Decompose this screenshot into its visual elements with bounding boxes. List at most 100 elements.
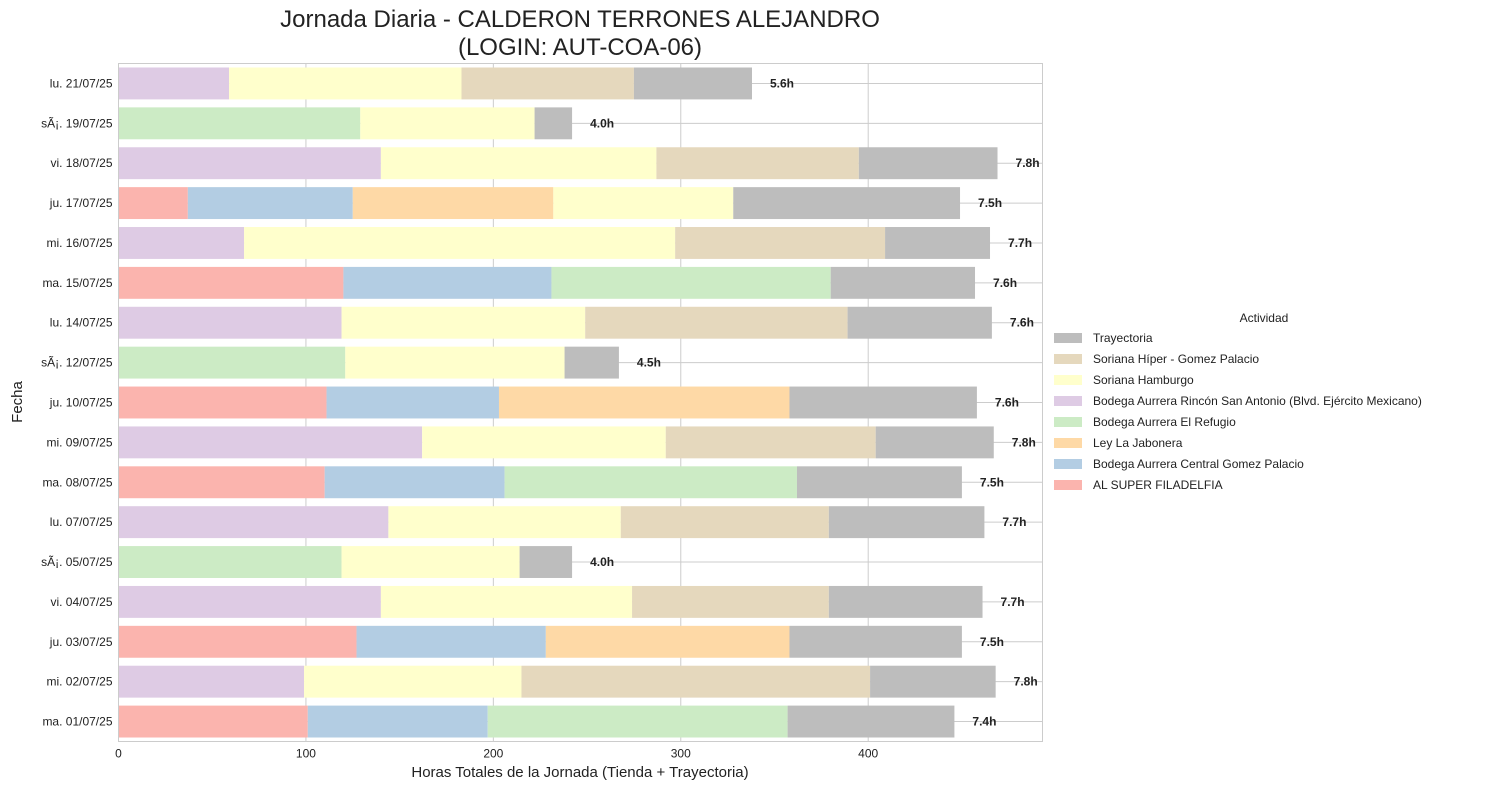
bar-total-label: 7.7h	[1001, 595, 1025, 609]
bar-total-label: 7.6h	[993, 276, 1017, 290]
bar-segment	[118, 227, 245, 259]
bar-segment	[422, 426, 666, 459]
bar-segment	[343, 266, 552, 299]
bar-segment	[307, 705, 488, 738]
bar-total-label: 7.5h	[980, 475, 1004, 489]
y-tick-label: lu. 14/07/25	[50, 316, 113, 330]
bar-segment	[787, 705, 955, 738]
bar-total-label: 7.5h	[978, 196, 1002, 210]
x-axis-label: Horas Totales de la Jornada (Tienda + Tr…	[411, 764, 748, 781]
bar-segment	[118, 625, 357, 658]
legend-item: Bodega Aurrera Central Gomez Palacio	[1054, 457, 1304, 471]
legend-item: Soriana Híper - Gomez Palacio	[1054, 352, 1259, 366]
bar-segment	[341, 306, 586, 339]
bar-segment	[360, 107, 535, 140]
bar-total-label: 4.0h	[590, 116, 614, 130]
bar-segment	[244, 227, 676, 259]
y-tick-label: lu. 21/07/25	[50, 76, 113, 90]
bar-segment	[229, 67, 462, 100]
bar-segment	[656, 147, 859, 180]
bar-segment	[828, 585, 983, 618]
bar-total-label: 7.7h	[1002, 515, 1026, 529]
legend-label: AL SUPER FILADELFIA	[1093, 478, 1223, 492]
y-tick-label: vi. 18/07/25	[50, 156, 112, 170]
bar-segment	[733, 187, 961, 220]
bar-segment	[885, 227, 991, 259]
legend-label: Ley La Jabonera	[1093, 436, 1183, 450]
y-tick-label: mi. 02/07/25	[46, 675, 112, 689]
bar-segment	[118, 306, 342, 339]
legend-label: Bodega Aurrera Rincón San Antonio (Blvd.…	[1093, 394, 1422, 408]
bar-segment	[380, 585, 633, 618]
bar-segment	[498, 386, 790, 419]
legend-label: Soriana Hamburgo	[1093, 373, 1194, 387]
bar-segment	[118, 665, 305, 698]
legend-swatch	[1054, 396, 1082, 406]
x-tick-label: 0	[115, 747, 122, 761]
bar-total-label: 7.6h	[995, 396, 1019, 410]
legend-label: Bodega Aurrera El Refugio	[1093, 415, 1236, 429]
legend-title: Actividad	[1240, 311, 1289, 325]
legend-item: Bodega Aurrera El Refugio	[1054, 415, 1236, 429]
bar-segment	[324, 466, 505, 499]
bar-total-label: 7.8h	[1014, 675, 1038, 689]
bar-segment	[187, 187, 353, 220]
bar-segment	[118, 506, 389, 539]
y-tick-label: sÃ¡. 05/07/25	[41, 555, 113, 569]
y-tick-label: vi. 04/07/25	[50, 595, 112, 609]
bar-segment	[118, 585, 381, 618]
y-tick-labels: lu. 21/07/25 sÃ¡. 19/07/25 vi. 18/07/25 ju.…	[41, 76, 113, 728]
bar-segment	[545, 625, 790, 658]
x-tick-label: 400	[858, 747, 878, 761]
legend-swatch	[1054, 375, 1082, 385]
bar-segment	[304, 665, 522, 698]
x-tick-labels: 0 100 200 300 400	[115, 747, 878, 761]
bar-segment	[118, 67, 230, 100]
bar-segment	[504, 466, 797, 499]
y-tick-label: ju. 10/07/25	[49, 396, 113, 410]
bar-segment	[789, 386, 977, 419]
bar-segment	[118, 346, 346, 379]
y-tick-label: ju. 03/07/25	[49, 635, 113, 649]
bar-segment	[828, 506, 985, 539]
bar-segment	[519, 546, 573, 578]
bar-segment	[345, 346, 565, 379]
legend-label: Trayectoria	[1093, 331, 1153, 345]
bar-segment	[118, 187, 188, 220]
plot-frame	[118, 63, 1043, 742]
bar-total-label: 7.8h	[1012, 435, 1036, 449]
bar-segment	[875, 426, 994, 459]
y-tick-label: mi. 16/07/25	[46, 236, 112, 250]
chart-title-line2: (LOGIN: AUT-COA-06)	[458, 34, 702, 61]
bar-segment	[341, 546, 520, 578]
bar-segment	[487, 705, 788, 738]
legend-swatch	[1054, 354, 1082, 364]
bar-segment	[380, 147, 657, 180]
x-tick-label: 200	[483, 747, 503, 761]
bar-segment	[633, 67, 752, 100]
bar-segment	[847, 306, 992, 339]
bar-segment	[620, 506, 829, 539]
bar-segment	[675, 227, 886, 259]
bar-segment	[118, 426, 423, 459]
bar-segment	[551, 266, 831, 299]
y-tick-label: ju. 17/07/25	[49, 196, 113, 210]
bar-total-label: 7.8h	[1016, 156, 1040, 170]
bar-total-label: 4.5h	[637, 356, 661, 370]
legend-label: Bodega Aurrera Central Gomez Palacio	[1093, 457, 1304, 471]
bar-segment	[118, 705, 308, 738]
legend-swatch	[1054, 438, 1082, 448]
bar-segment	[870, 665, 996, 698]
x-tick-label: 300	[671, 747, 691, 761]
legend-swatch	[1054, 333, 1082, 343]
y-tick-label: lu. 07/07/25	[50, 515, 113, 529]
bar-segment	[118, 147, 381, 180]
legend: Actividad Trayectoria Soriana Híper - Gom…	[1054, 311, 1422, 492]
bar-segment	[534, 107, 573, 140]
legend-item: Trayectoria	[1054, 331, 1153, 345]
bar-segment	[564, 346, 619, 379]
bar-segment	[118, 546, 342, 578]
legend-item: Bodega Aurrera Rincón San Antonio (Blvd.…	[1054, 394, 1422, 408]
y-tick-label: ma. 15/07/25	[42, 276, 112, 290]
